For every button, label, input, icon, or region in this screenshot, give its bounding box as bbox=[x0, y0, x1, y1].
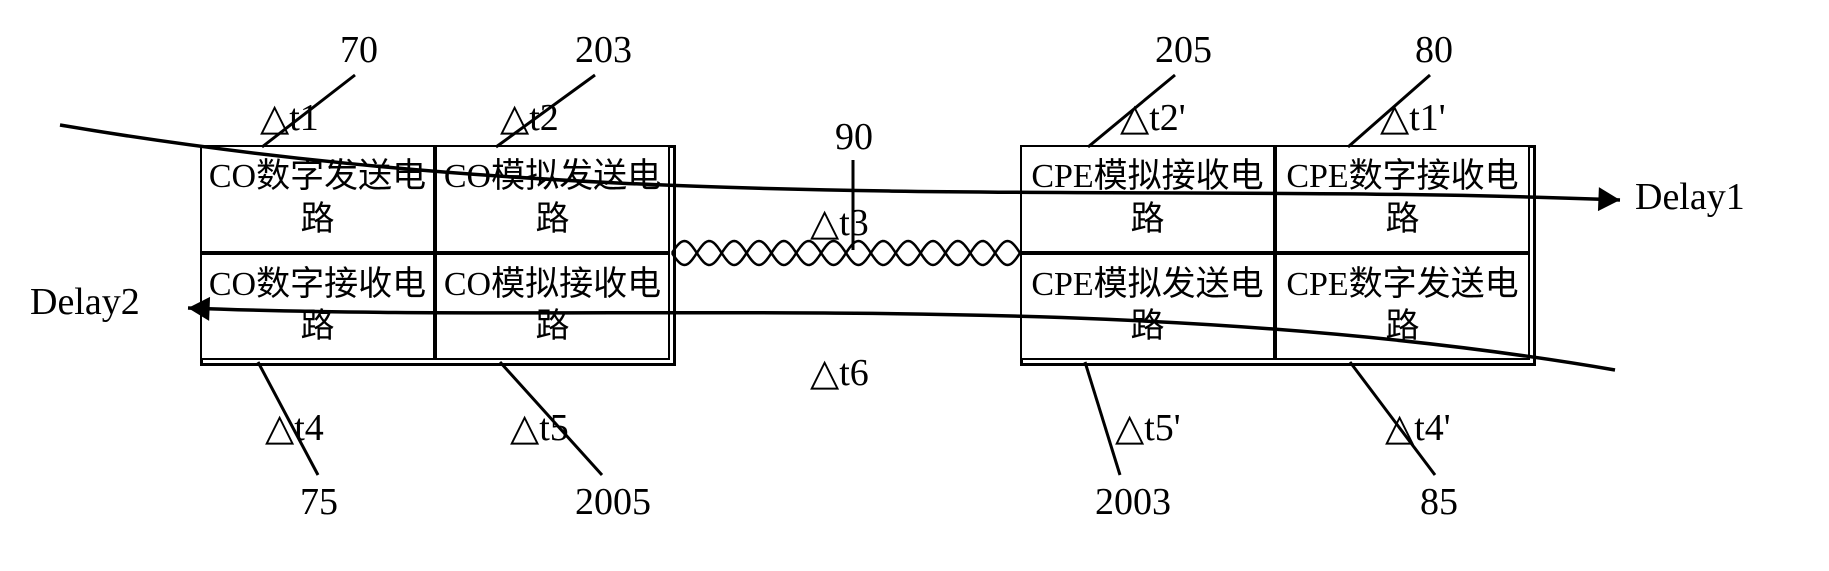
delta-t4p: △t4' bbox=[1385, 405, 1451, 450]
delta-t2: △t2 bbox=[500, 95, 559, 140]
delta-t5p: △t5' bbox=[1115, 405, 1181, 450]
ref-205: 205 bbox=[1155, 28, 1212, 72]
delay2-label: Delay2 bbox=[30, 280, 140, 324]
delta-t2p: △t2' bbox=[1120, 95, 1186, 140]
co-digital-tx-cell: CO数字发送电路 bbox=[200, 145, 435, 253]
cell-text: CO模拟发送电路 bbox=[441, 156, 664, 241]
co-analog-tx-cell: CO模拟发送电路 bbox=[435, 145, 670, 253]
cell-text: CO数字接收电路 bbox=[206, 264, 429, 349]
ref-80: 80 bbox=[1415, 28, 1453, 72]
ref-2003: 2003 bbox=[1095, 480, 1171, 524]
cell-text: CO数字发送电路 bbox=[206, 156, 429, 241]
cell-text: CO模拟接收电路 bbox=[441, 264, 664, 349]
delay1-label: Delay1 bbox=[1635, 175, 1745, 219]
co-analog-rx-cell: CO模拟接收电路 bbox=[435, 253, 670, 361]
delay-diagram: CO数字发送电路 CO模拟发送电路 CO数字接收电路 CO模拟接收电路 CPE模… bbox=[20, 20, 1829, 551]
cell-text: CPE数字接收电路 bbox=[1281, 156, 1524, 241]
ref-203: 203 bbox=[575, 28, 632, 72]
ref-85: 85 bbox=[1420, 480, 1458, 524]
cpe-digital-tx-cell: CPE数字发送电路 bbox=[1275, 253, 1530, 361]
delta-t6: △t6 bbox=[810, 350, 869, 395]
co-digital-rx-cell: CO数字接收电路 bbox=[200, 253, 435, 361]
ref-2005: 2005 bbox=[575, 480, 651, 524]
cpe-analog-rx-cell: CPE模拟接收电路 bbox=[1020, 145, 1275, 253]
cell-text: CPE模拟发送电路 bbox=[1026, 264, 1269, 349]
cpe-digital-rx-cell: CPE数字接收电路 bbox=[1275, 145, 1530, 253]
cell-text: CPE数字发送电路 bbox=[1281, 264, 1524, 349]
delta-t1p: △t1' bbox=[1380, 95, 1446, 140]
cpe-analog-tx-cell: CPE模拟发送电路 bbox=[1020, 253, 1275, 361]
delta-t1: △t1 bbox=[260, 95, 319, 140]
ref-70: 70 bbox=[340, 28, 378, 72]
delta-t5: △t5 bbox=[510, 405, 569, 450]
ref-90: 90 bbox=[835, 115, 873, 159]
delta-t3: △t3 bbox=[810, 200, 869, 245]
cell-text: CPE模拟接收电路 bbox=[1026, 156, 1269, 241]
ref-75: 75 bbox=[300, 480, 338, 524]
delta-t4: △t4 bbox=[265, 405, 324, 450]
